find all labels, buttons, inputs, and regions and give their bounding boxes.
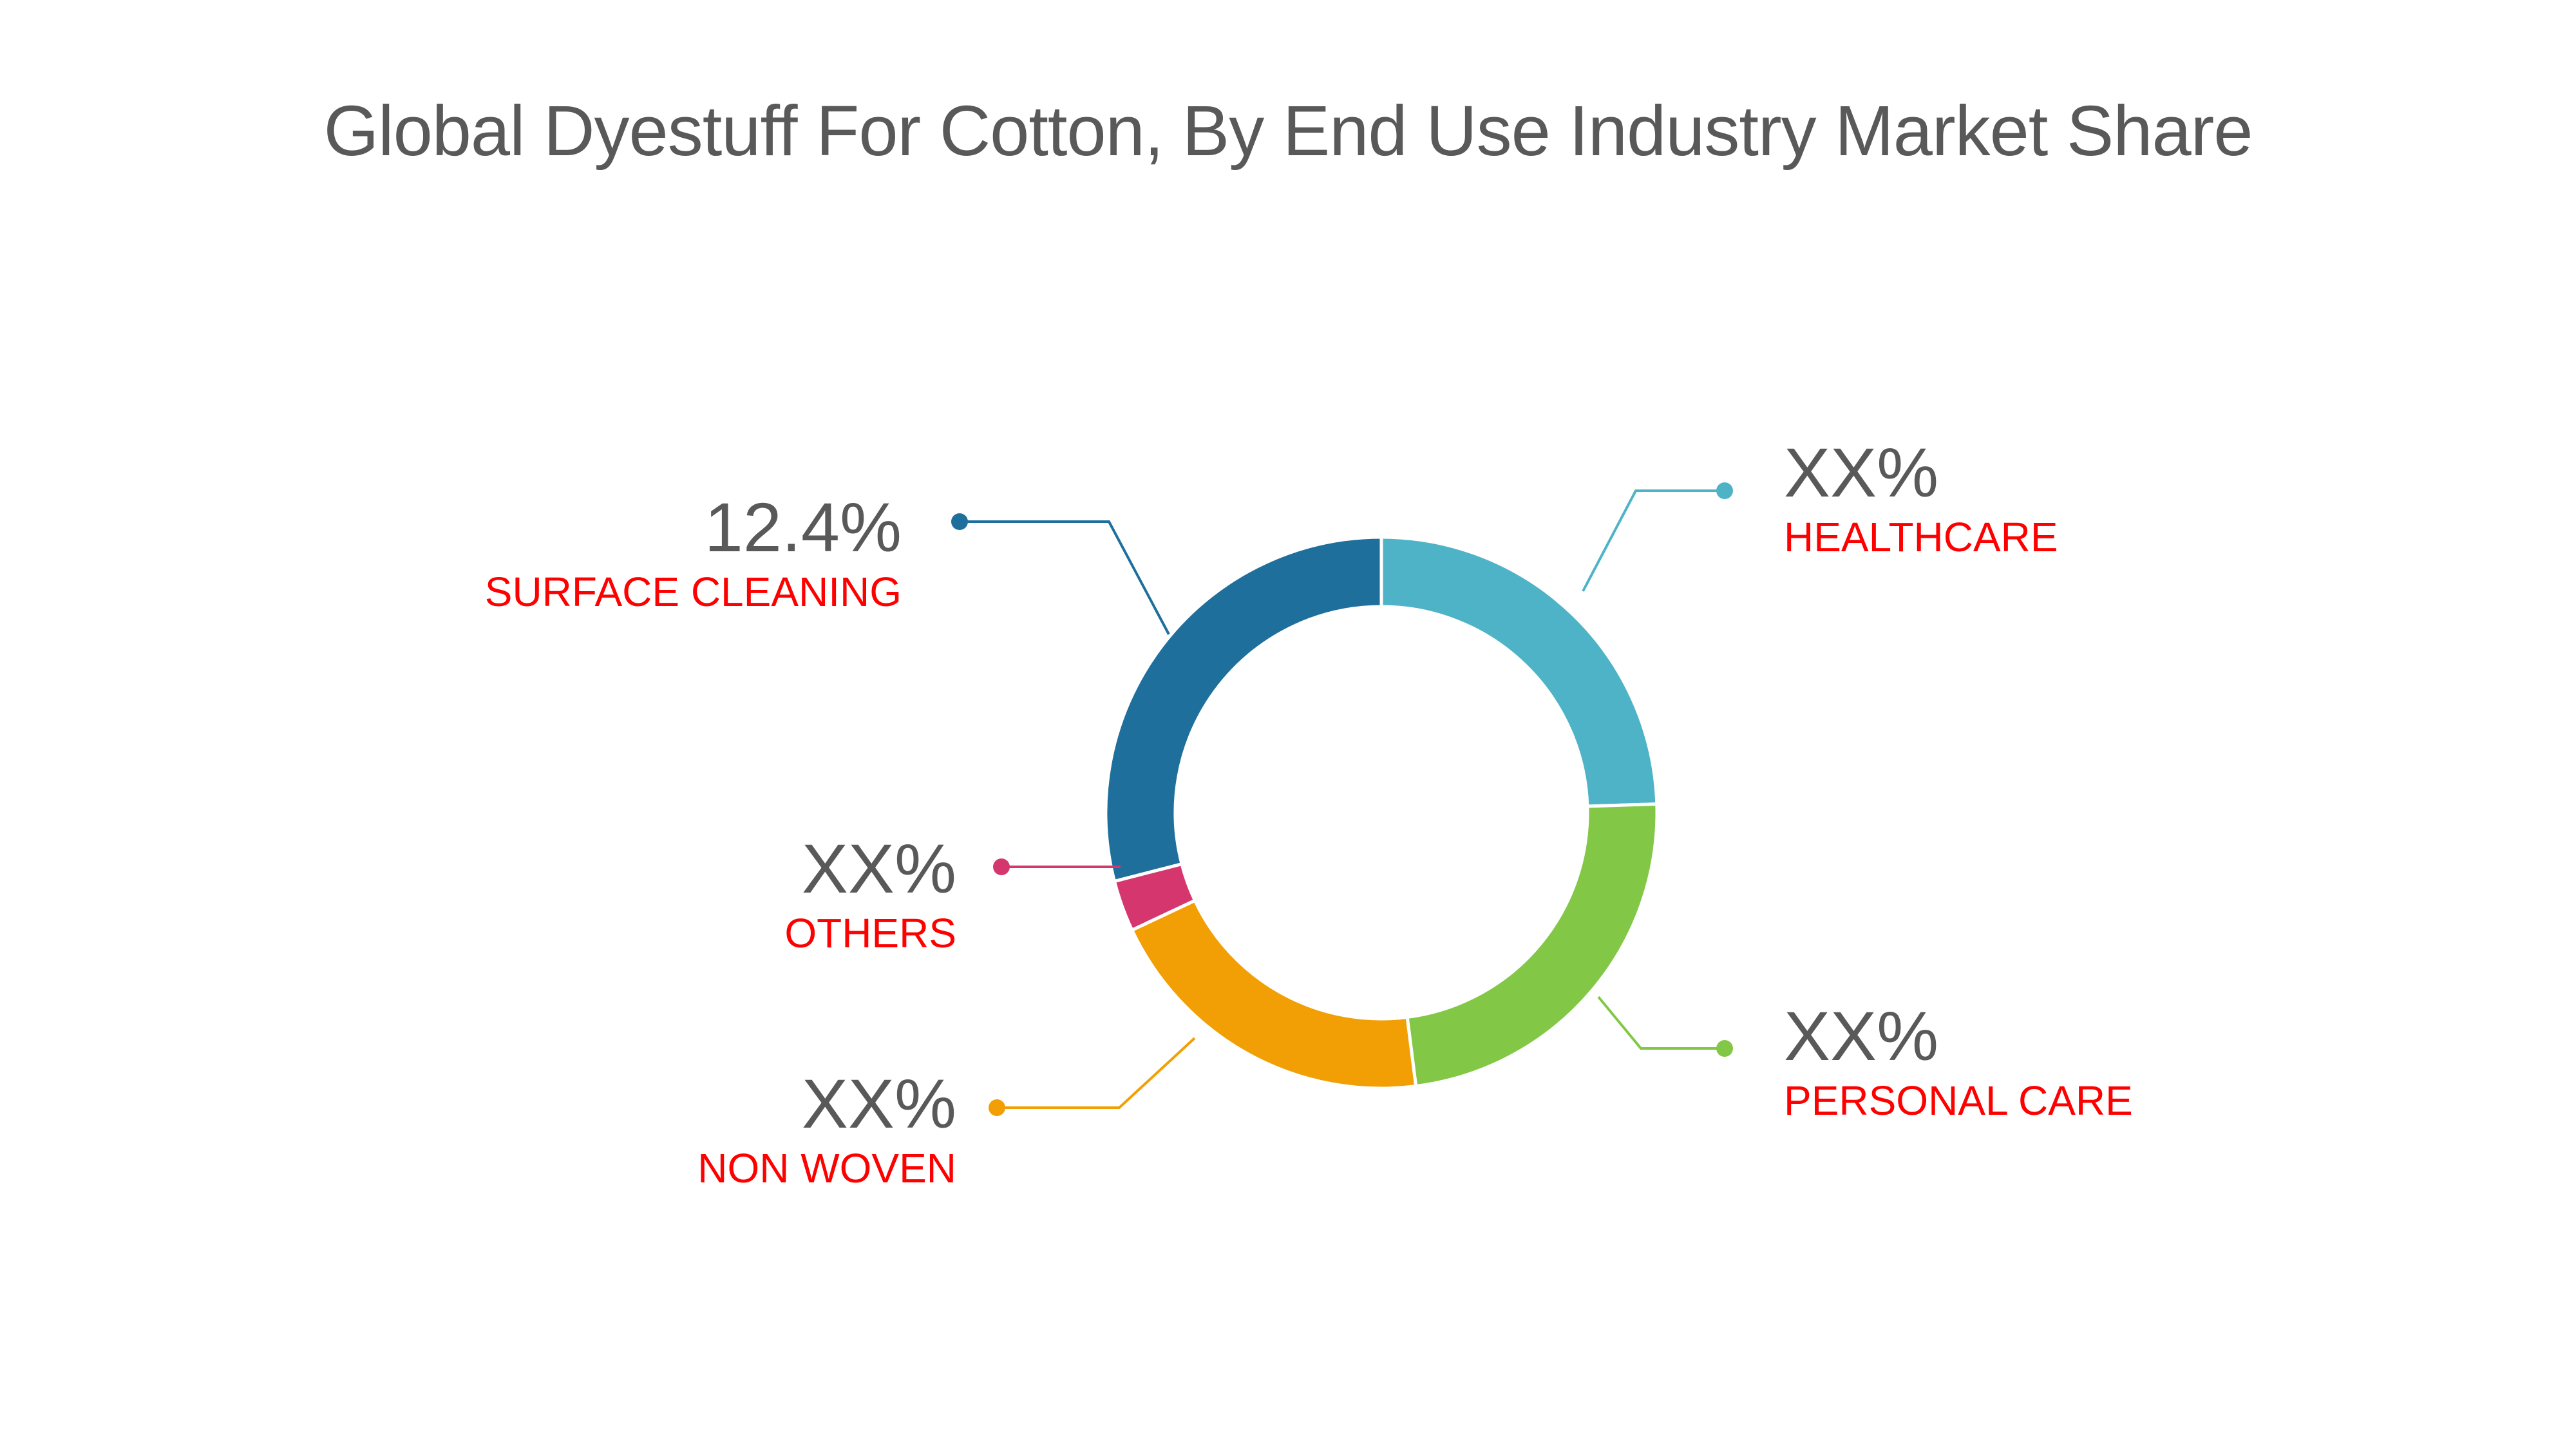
- label-personal-care: XX% PERSONAL CARE: [1784, 997, 2133, 1124]
- chart-title: Global Dyestuff For Cotton, By End Use I…: [323, 91, 2253, 171]
- leader-line-surface-cleaning: [960, 520, 1170, 635]
- leader-dot-surface-cleaning: [951, 513, 968, 530]
- category-surface-cleaning: SURFACE CLEANING: [484, 569, 902, 615]
- value-non-woven: XX%: [801, 1065, 956, 1142]
- category-healthcare: HEALTHCARE: [1784, 514, 2058, 560]
- label-others: XX% OTHERS: [784, 834, 956, 954]
- label-surface-cleaning: 12.4% SURFACE CLEANING: [484, 488, 902, 615]
- leader-dot-non-woven: [989, 1099, 1005, 1116]
- slice-non-woven: [1130, 898, 1418, 1090]
- slice-surface-cleaning: [1104, 535, 1383, 884]
- leader-line-non-woven: [997, 1037, 1196, 1109]
- value-surface-cleaning: 12.4%: [704, 488, 902, 566]
- leader-dot-healthcare: [1716, 482, 1733, 499]
- value-healthcare: XX%: [1784, 433, 1939, 511]
- leader-line-healthcare: [1582, 489, 1725, 592]
- value-personal-care: XX%: [1784, 997, 1939, 1075]
- leader-dot-others: [993, 858, 1010, 875]
- value-others: XX%: [801, 829, 956, 907]
- label-non-woven: XX% NON WOVEN: [697, 1069, 956, 1189]
- leader-dot-personal-care: [1716, 1040, 1733, 1057]
- slice-personal-care: [1405, 802, 1659, 1088]
- leader-line-personal-care: [1597, 996, 1725, 1050]
- category-personal-care: PERSONAL CARE: [1784, 1077, 2133, 1124]
- category-non-woven: NON WOVEN: [697, 1145, 956, 1191]
- label-healthcare: XX% HEALTHCARE: [1784, 438, 2058, 558]
- slice-healthcare: [1379, 535, 1659, 808]
- category-others: OTHERS: [784, 910, 956, 956]
